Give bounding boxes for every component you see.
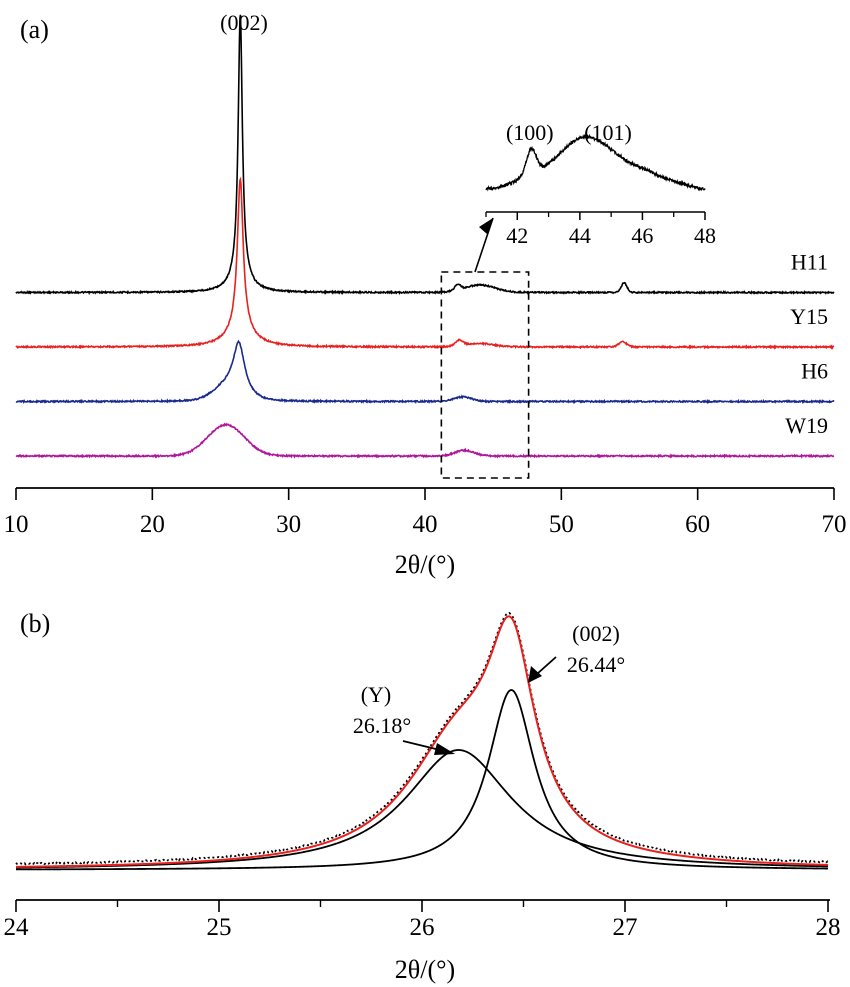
x-tick-label: 20	[140, 511, 165, 538]
annotation-002-arrow	[536, 656, 557, 675]
component-curve-26.44	[16, 689, 828, 871]
series-line-W19	[15, 422, 835, 459]
panel-b: (b) 24 25 26 27 28 2θ/(°) (Y) 26.18° (002) 2…	[4, 609, 841, 984]
x-tick-label: 10	[4, 511, 29, 538]
fit-curve	[15, 615, 829, 868]
inset-ticks: 42 44 46 48	[485, 212, 716, 248]
measured-curve	[15, 611, 829, 866]
annotation-gamma-title: (Y)	[361, 682, 392, 707]
x-tick-label: 70	[822, 511, 847, 538]
annotation-002-value: 26.44°	[567, 652, 625, 677]
series-line-H6	[15, 339, 835, 405]
panel-b-x-ticks: 24 25 26 27 28	[4, 900, 841, 941]
panel-a-label: (a)	[20, 15, 49, 44]
component-curve-26.18	[15, 749, 829, 869]
annotation-gamma-arrow-head	[434, 743, 455, 755]
x-tick-label: 50	[549, 511, 574, 538]
x-tick-label: 27	[613, 914, 638, 941]
peak-label-002: (002)	[220, 10, 268, 35]
x-tick-label: 40	[413, 511, 438, 538]
zoom-region-box	[440, 271, 530, 479]
x-tick-label: 28	[816, 914, 841, 941]
annotation-gamma: (Y) 26.18°	[353, 682, 455, 755]
panel-a-x-ticks: 10 20 30 40 50 60 70	[4, 488, 847, 538]
inset-x-tick-label: 44	[569, 223, 591, 248]
panel-b-label: (b)	[20, 609, 50, 638]
series-label-W19: W19	[785, 413, 828, 438]
series-label-Y15: Y15	[790, 304, 828, 329]
annotation-gamma-arrow	[402, 740, 441, 751]
panel-a-series-labels: H11 Y15 H6 W19	[785, 250, 828, 439]
annotation-002-arrow-head	[528, 666, 542, 683]
inset-curve	[485, 133, 706, 192]
x-tick-label: 30	[276, 511, 301, 538]
series-label-H11: H11	[791, 250, 828, 275]
zoom-arrow-head	[479, 218, 493, 234]
inset-x-tick-label: 48	[694, 223, 716, 248]
inset-x-tick-label: 46	[631, 223, 653, 248]
panel-b-curves	[15, 611, 829, 871]
x-tick-label: 60	[685, 511, 710, 538]
series-line-H11	[15, 14, 835, 296]
zoom-arrow	[474, 217, 494, 273]
annotation-002-title: (002)	[572, 621, 620, 646]
panel-a-curves	[15, 14, 835, 459]
panel-a: (a) H11 Y15 H6 W19 (002) 42 44 46 48 (100) (10…	[4, 10, 847, 579]
annotation-gamma-value: 26.18°	[353, 713, 411, 738]
panel-b-x-axis-label: 2θ/(°)	[395, 955, 455, 984]
x-tick-label: 25	[207, 914, 232, 941]
panel-a-x-axis-label: 2θ/(°)	[395, 550, 455, 579]
series-line-Y15	[15, 176, 835, 350]
inset-peak-label-100: (100)	[506, 120, 554, 145]
inset: 42 44 46 48 (100) (101)	[485, 120, 716, 248]
x-tick-label: 26	[410, 914, 435, 941]
series-label-H6: H6	[801, 359, 828, 384]
x-tick-label: 24	[4, 914, 30, 941]
annotation-002: (002) 26.44°	[528, 621, 625, 683]
inset-x-tick-label: 42	[506, 223, 528, 248]
inset-peak-label-101: (101)	[584, 120, 632, 145]
